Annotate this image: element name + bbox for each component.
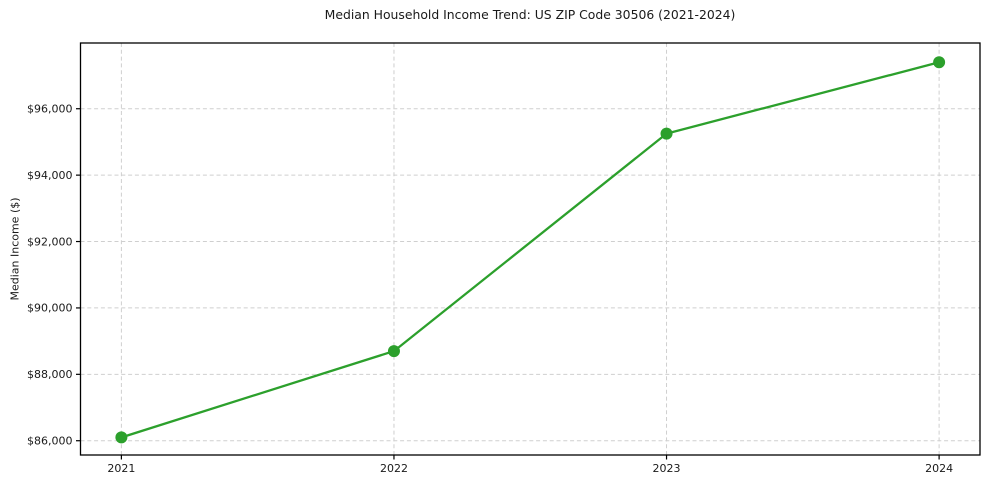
x-tick-label: 2022 [380, 462, 408, 475]
trend-line [120, 61, 941, 439]
y-tick-label: $96,000 [27, 103, 73, 116]
x-tick-label: 2023 [653, 462, 681, 475]
y-tick-label: $92,000 [27, 235, 73, 248]
y-tick-label: $86,000 [27, 435, 73, 448]
x-tick-label: 2021 [107, 462, 135, 475]
plot-border [79, 42, 981, 456]
data-point-2023 [660, 127, 673, 140]
data-point-2021 [115, 431, 128, 444]
data-point-2024 [933, 56, 946, 69]
y-tick-label: $90,000 [27, 302, 73, 315]
data-point-2022 [387, 345, 400, 358]
y-tick-label: $94,000 [27, 169, 73, 182]
x-tick-label: 2024 [925, 462, 953, 475]
y-tick-label: $88,000 [27, 368, 73, 381]
chart-title: Median Household Income Trend: US ZIP Co… [324, 7, 736, 22]
